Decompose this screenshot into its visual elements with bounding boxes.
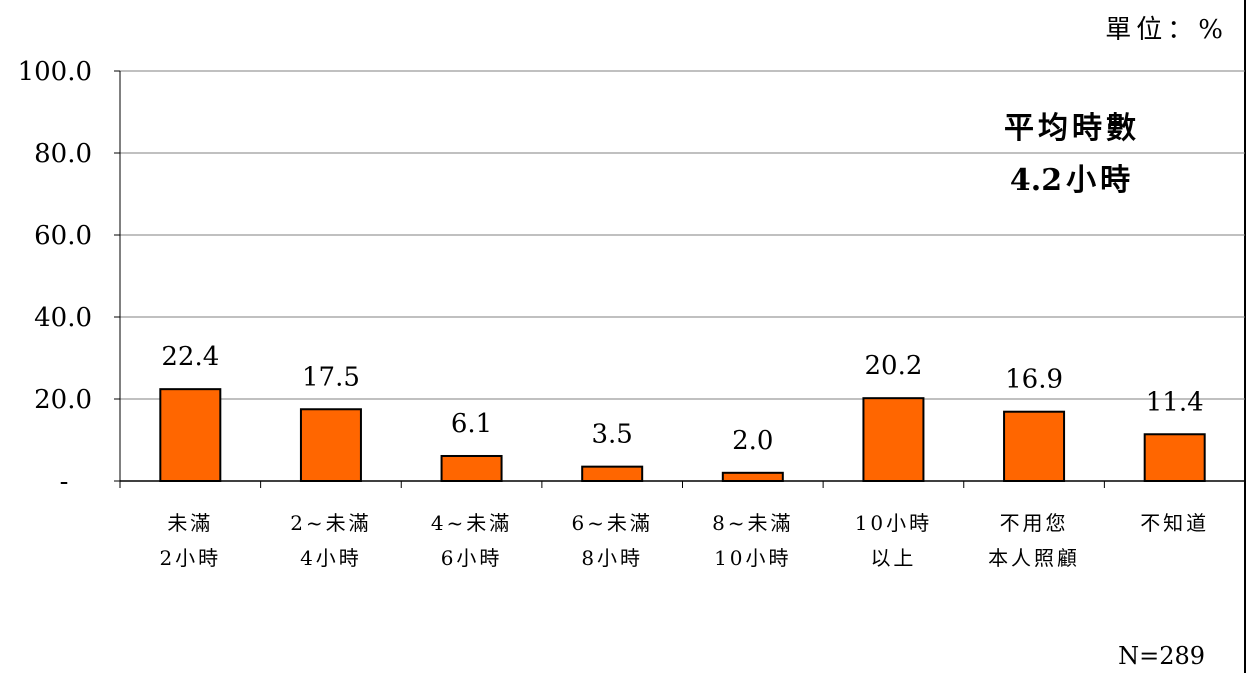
y-tick-label: 80.0	[34, 139, 92, 169]
y-tick-label: 100.0	[18, 57, 92, 87]
category-label: 8~未滿	[712, 511, 793, 535]
unit-label: 單位：%	[1105, 15, 1228, 45]
value-label: 22.4	[161, 342, 219, 372]
bar	[721, 471, 784, 482]
value-label: 20.2	[864, 351, 922, 381]
right-border-line	[1244, 0, 1246, 673]
category-label: 2小時	[159, 546, 221, 570]
bar	[862, 397, 925, 482]
category-label: 10小時	[714, 546, 791, 570]
category-label: 8小時	[581, 546, 643, 570]
value-label: 6.1	[451, 409, 492, 439]
bar	[440, 454, 503, 482]
average-hours-value: 4.2 小時	[1010, 163, 1134, 198]
category-label: 6小時	[441, 546, 503, 570]
category-label: 4~未滿	[431, 511, 512, 535]
value-label: 3.5	[592, 420, 633, 450]
category-label: 2~未滿	[290, 511, 371, 535]
y-tick-label: 40.0	[34, 303, 92, 333]
value-label: 17.5	[302, 362, 360, 392]
bar	[1143, 433, 1206, 483]
bars	[159, 388, 1206, 483]
value-label: 11.4	[1146, 387, 1204, 417]
y-tick-label: -	[60, 467, 69, 497]
category-label: 本人照顧	[988, 546, 1080, 570]
value-label: 2.0	[732, 426, 773, 456]
category-label: 以上	[870, 546, 916, 570]
y-tick-label: 60.0	[34, 221, 92, 251]
category-label: 未滿	[167, 511, 213, 535]
average-hours-title: 平均時數	[1004, 111, 1140, 146]
bar	[159, 388, 222, 482]
y-tick-label: 20.0	[34, 385, 92, 415]
bar	[299, 408, 362, 482]
bar	[581, 465, 644, 482]
sample-size-label: N=289	[1118, 642, 1205, 670]
gridlines	[120, 70, 1245, 400]
bar	[1003, 410, 1066, 482]
category-label: 10小時	[855, 511, 932, 535]
labels: - 20.0 40.0 60.0 80.0 100.0 22.4 未滿 2小時 17.5 2~未滿 4…	[18, 57, 1209, 570]
category-label: 6~未滿	[571, 511, 652, 535]
value-label: 16.9	[1005, 365, 1063, 395]
category-label: 4小時	[300, 546, 362, 570]
category-label: 不知道	[1140, 511, 1209, 535]
category-label: 不用您	[1000, 511, 1069, 535]
